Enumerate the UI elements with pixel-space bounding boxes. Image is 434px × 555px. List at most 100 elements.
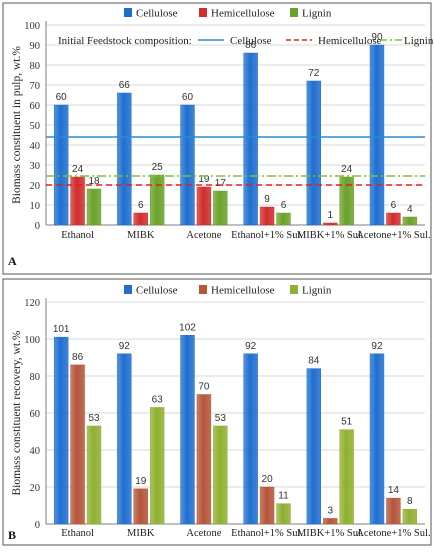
data-label: 51 [341,417,353,428]
data-label: 3 [327,505,333,516]
legend-label: Hemicellulose [211,285,275,297]
x-tick-label: MIBK+1% Sul. [297,528,364,539]
data-label: 19 [135,476,147,487]
data-label: 20 [262,474,274,485]
bar-cellulose [117,92,132,226]
y-tick-label: 0 [35,520,40,531]
data-label: 66 [119,80,131,91]
bar-hemicellulose [259,486,275,525]
data-label: 101 [53,324,70,335]
legend-swatch [290,285,298,294]
bar-cellulose [53,336,69,525]
y-tick-label: 80 [30,61,41,72]
legend-label: Lignin [302,285,332,297]
bar-hemicellulose [196,186,212,226]
data-label: 1 [327,210,333,221]
data-label: 9 [264,194,270,205]
reference-legend-label: Lignin [404,35,434,47]
x-tick-label: Ethanol [61,230,94,241]
data-label: 8 [407,496,413,507]
y-tick-label: 80 [30,372,41,383]
bar-hemicellulose [70,364,85,525]
y-tick-label: 100 [24,335,40,346]
bar-hemicellulose [386,497,401,525]
y-tick-label: 0 [35,221,40,232]
panel-b: 0 20 40 60 80 100 120 Biomass constituent recov… [2,278,432,546]
bar-lignin [276,212,291,226]
x-tick-label: Ethanol [61,528,94,539]
y-tick-label: 90 [30,41,41,52]
x-tick-label: MIBK+1% Sul. [297,230,364,241]
y-tick-label: 30 [30,161,41,172]
data-label: 86 [245,40,257,51]
legend-swatch [199,285,207,294]
bar-cellulose [369,44,385,226]
x-tick-label: Ethanol+1% Sul. [231,528,303,539]
y-tick-label: 60 [30,409,41,420]
bar-lignin [276,503,291,525]
data-label: 24 [341,164,353,175]
bar-cellulose [180,335,195,525]
panel-frame [2,2,432,275]
data-label: 92 [245,341,257,352]
bar-hemicellulose [259,206,275,226]
bar-lignin [402,508,418,525]
x-tick-label: Acetone [186,528,221,539]
data-label: 70 [198,382,210,393]
data-label: 60 [56,92,68,103]
data-label: 84 [308,356,320,367]
y-tick-label: 20 [30,181,41,192]
y-tick-label: 10 [30,201,41,212]
reference-legend-title: Initial Feedstock composition: [58,35,192,47]
bar-lignin [149,174,165,226]
bar-hemicellulose [196,394,212,525]
bar-cellulose [117,353,132,525]
bar-cellulose [306,80,322,226]
panel-a: 0 10 20 30 40 50 60 70 80 90 100 Biomass constituen… [2,2,434,275]
y-tick-label: 50 [30,121,41,132]
data-label: 25 [152,162,164,173]
x-tick-label: Acetone+1% Sul. [356,230,430,241]
data-label: 18 [88,176,100,187]
bar-cellulose [180,104,195,226]
data-label: 14 [388,485,400,496]
data-label: 17 [215,178,227,189]
y-tick-label: 60 [30,101,41,112]
data-label: 4 [407,204,413,215]
legend-swatch [290,8,298,17]
panel-letter: A [8,254,17,268]
bar-lignin [149,407,165,525]
y-tick-label: 120 [24,298,40,309]
data-label: 53 [215,413,227,424]
bar-lignin [213,190,228,226]
bar-cellulose [369,353,385,525]
data-label: 19 [198,174,210,185]
y-axis-label: Biomass constituent recovery, wt.% [11,330,23,495]
bar-lignin [213,425,228,525]
x-tick-label: Ethanol+1% Sul. [231,230,303,241]
y-tick-label: 70 [30,81,41,92]
y-tick-label: 100 [24,21,40,32]
legend-label: Cellulose [136,285,178,297]
bar-hemicellulose [133,488,148,525]
data-label: 92 [371,341,383,352]
x-tick-label: MIBK [127,230,155,241]
panel-letter: B [8,528,16,542]
data-label: 24 [72,164,84,175]
data-label: 72 [308,68,320,79]
legend-swatch [199,8,207,17]
legend-label: Cellulose [136,8,178,20]
bar-cellulose [243,52,258,226]
bar-cellulose [53,104,69,226]
bar-hemicellulose [133,212,148,226]
bar-lignin [339,429,354,525]
bar-cellulose [306,368,322,525]
bar-hemicellulose [323,518,338,525]
data-label: 6 [281,200,287,211]
reference-legend-label: Hemicellulose [318,35,382,47]
bar-hemicellulose [323,222,338,226]
bar-hemicellulose [386,212,401,226]
legend-label: Hemicellulose [211,8,275,20]
